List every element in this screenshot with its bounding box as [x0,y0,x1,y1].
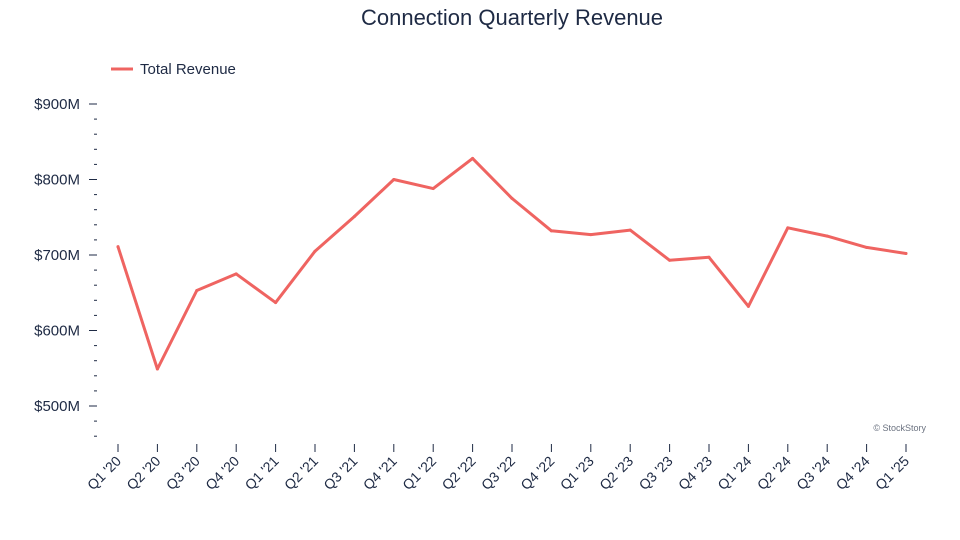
data-point [471,156,475,160]
x-tick-label: Q1 '23 [557,453,597,493]
data-point [746,304,750,308]
data-point [786,226,790,230]
data-point [510,196,514,200]
data-point [668,258,672,262]
x-tick-label: Q3 '21 [320,453,360,493]
y-tick-label: $900M [34,96,80,113]
data-point [904,251,908,255]
x-tick-label: Q4 '22 [517,453,557,493]
x-tick-label: Q3 '22 [478,453,518,493]
x-tick-label: Q2 '22 [439,453,479,493]
y-tick-label: $800M [34,172,80,189]
x-tick-label: Q2 '24 [754,453,794,493]
y-tick-label: $600M [34,323,80,340]
y-tick-label: $500M [34,398,80,415]
data-point [628,228,632,232]
x-tick-label: Q3 '24 [793,453,833,493]
x-axis: Q1 '20 Q2 '20 Q3 '20 Q4 '20 Q1 '21 Q2 '21 Q3 '… [84,444,912,493]
data-point [313,249,317,253]
data-point [116,245,120,249]
x-tick-label: Q1 '20 [84,453,124,493]
x-tick-label: Q1 '24 [714,453,754,493]
x-tick-label: Q4 '23 [675,453,715,493]
x-tick-label: Q1 '22 [399,453,439,493]
data-point [589,233,593,237]
data-point [431,187,435,191]
y-axis: $500M $600M $700M $800M $900M [34,96,97,437]
x-tick-label: Q1 '25 [872,453,912,493]
x-tick-label: Q1 '21 [242,453,282,493]
data-point [825,234,829,238]
x-tick-label: Q4 '20 [202,453,242,493]
x-tick-label: Q2 '23 [596,453,636,493]
data-point [234,272,238,276]
data-point [549,229,553,233]
data-point [392,178,396,181]
data-point [195,288,199,292]
data-point [707,255,711,259]
x-tick-label: Q3 '20 [163,453,203,493]
series-line-total-revenue [116,156,908,371]
legend: Total Revenue [111,61,236,78]
legend-label: Total Revenue [140,61,236,78]
x-tick-label: Q4 '24 [833,453,873,493]
data-point [274,301,278,305]
y-tick-label: $700M [34,247,80,264]
chart-title: Connection Quarterly Revenue [361,5,663,30]
data-point [155,367,159,371]
x-tick-label: Q4 '21 [360,453,400,493]
data-point [352,214,356,218]
x-tick-label: Q3 '23 [636,453,676,493]
data-point [865,245,869,249]
x-tick-label: Q2 '20 [123,453,163,493]
watermark: © StockStory [873,423,926,433]
x-tick-label: Q2 '21 [281,453,321,493]
plot-area [116,156,908,371]
